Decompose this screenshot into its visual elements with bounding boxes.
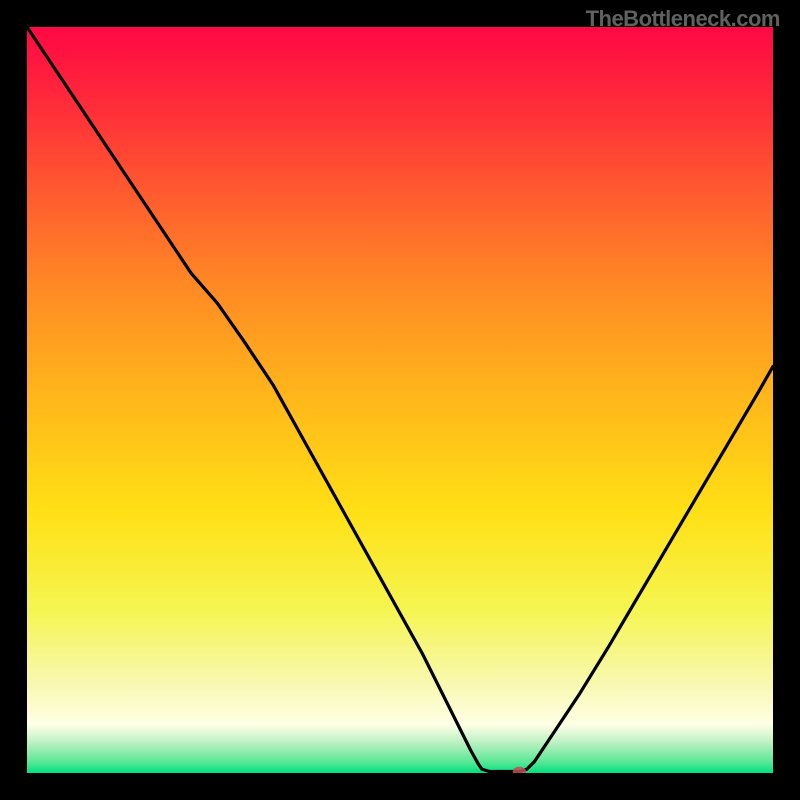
- chart-container: TheBottleneck.com: [0, 0, 800, 800]
- gradient-background: [27, 27, 773, 773]
- watermark-text: TheBottleneck.com: [586, 6, 780, 32]
- chart-svg: [27, 27, 773, 773]
- plot-area: [27, 27, 773, 773]
